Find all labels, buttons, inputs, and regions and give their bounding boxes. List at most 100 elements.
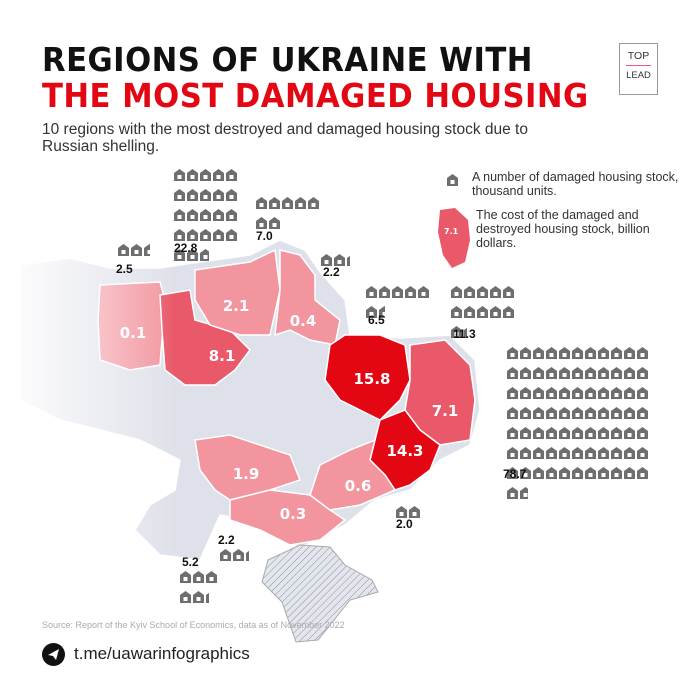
house-icon [611, 426, 622, 444]
house-icon [533, 446, 544, 464]
house-icon [637, 466, 648, 484]
house-icon [520, 446, 531, 464]
house-icon [269, 196, 280, 214]
house-icon [193, 590, 204, 608]
house-icon-partial [379, 305, 390, 323]
house-icon [637, 406, 648, 424]
house-icon [520, 406, 531, 424]
housing-value: 22.8 [174, 241, 198, 255]
region-cost-label: 1.9 [233, 465, 260, 483]
house-icon [187, 188, 198, 206]
house-icon [396, 505, 407, 523]
house-icon [585, 386, 596, 404]
house-icon [637, 346, 648, 364]
house-icon [174, 208, 185, 226]
house-icon [366, 285, 377, 303]
housing-value: 2.2 [218, 533, 235, 547]
house-icon [559, 386, 570, 404]
housing-value: 7.0 [256, 229, 273, 243]
house-icon [233, 548, 244, 566]
house-icon [379, 285, 390, 303]
house-icon [200, 228, 211, 246]
house-icon [187, 228, 198, 246]
telegram-icon[interactable] [42, 643, 65, 666]
house-icon-partial [144, 243, 155, 261]
house-icon [611, 406, 622, 424]
house-icon [533, 466, 544, 484]
house-icon [295, 196, 306, 214]
house-icon [405, 285, 416, 303]
house-icon [624, 386, 635, 404]
house-icon [507, 466, 518, 484]
house-icon [451, 305, 462, 323]
house-icon [131, 243, 142, 261]
house-icon [624, 346, 635, 364]
legend-region-sample [438, 208, 470, 268]
housing-value: 2.5 [116, 262, 133, 276]
house-icon [507, 486, 518, 504]
house-icon [269, 216, 280, 234]
house-icon [598, 346, 609, 364]
legend-cost-text: The cost of the damaged and destroyed ho… [476, 208, 650, 250]
housing-icons [180, 570, 217, 608]
house-icon [546, 426, 557, 444]
house-icon [213, 208, 224, 226]
region-cost-label: 0.3 [280, 505, 307, 523]
house-icon [611, 366, 622, 384]
house-icon [585, 466, 596, 484]
housing-value: 6.5 [368, 313, 385, 327]
house-icon [503, 305, 514, 323]
house-icon [598, 446, 609, 464]
house-icon [624, 366, 635, 384]
house-icon [546, 366, 557, 384]
house-icon [533, 366, 544, 384]
house-icon [546, 346, 557, 364]
house-icon [572, 386, 583, 404]
house-icon [598, 366, 609, 384]
house-icon [507, 426, 518, 444]
housing-icons [321, 253, 358, 271]
house-icon [200, 188, 211, 206]
house-icon [308, 196, 319, 214]
house-icon [180, 570, 191, 588]
house-icon [572, 446, 583, 464]
house-icon [226, 208, 237, 226]
house-icon [585, 426, 596, 444]
house-icon [598, 426, 609, 444]
region-cost-label: 8.1 [209, 347, 236, 365]
house-icon [546, 386, 557, 404]
house-icon [392, 285, 403, 303]
house-icon [451, 285, 462, 303]
house-icon [559, 366, 570, 384]
house-icon [624, 446, 635, 464]
region-cost-label: 15.8 [353, 370, 390, 388]
telegram-link[interactable]: t.me/uawarinfographics [74, 644, 250, 663]
house-icon [533, 426, 544, 444]
house-icon [507, 366, 518, 384]
region-cost-label: 2.1 [223, 297, 250, 315]
housing-icons [396, 505, 433, 523]
house-icon [507, 346, 518, 364]
housing-value: 11.3 [453, 327, 476, 341]
house-icon [559, 406, 570, 424]
house-icon [193, 570, 204, 588]
house-icon-partial [464, 325, 475, 343]
housing-icons [507, 346, 648, 504]
house-icon [507, 386, 518, 404]
housing-icons [118, 243, 155, 261]
house-icon [503, 285, 514, 303]
house-icon [559, 346, 570, 364]
house-icon [572, 366, 583, 384]
house-icon [624, 406, 635, 424]
house-icon [477, 285, 488, 303]
house-icon [174, 248, 185, 266]
logo-bottom: LEAD [626, 70, 651, 81]
house-icon [321, 253, 332, 271]
house-icon [585, 366, 596, 384]
house-icon [118, 243, 129, 261]
house-icon [533, 386, 544, 404]
house-icon [520, 386, 531, 404]
region-cost-label: 14.3 [386, 442, 423, 460]
house-icon [490, 305, 501, 323]
